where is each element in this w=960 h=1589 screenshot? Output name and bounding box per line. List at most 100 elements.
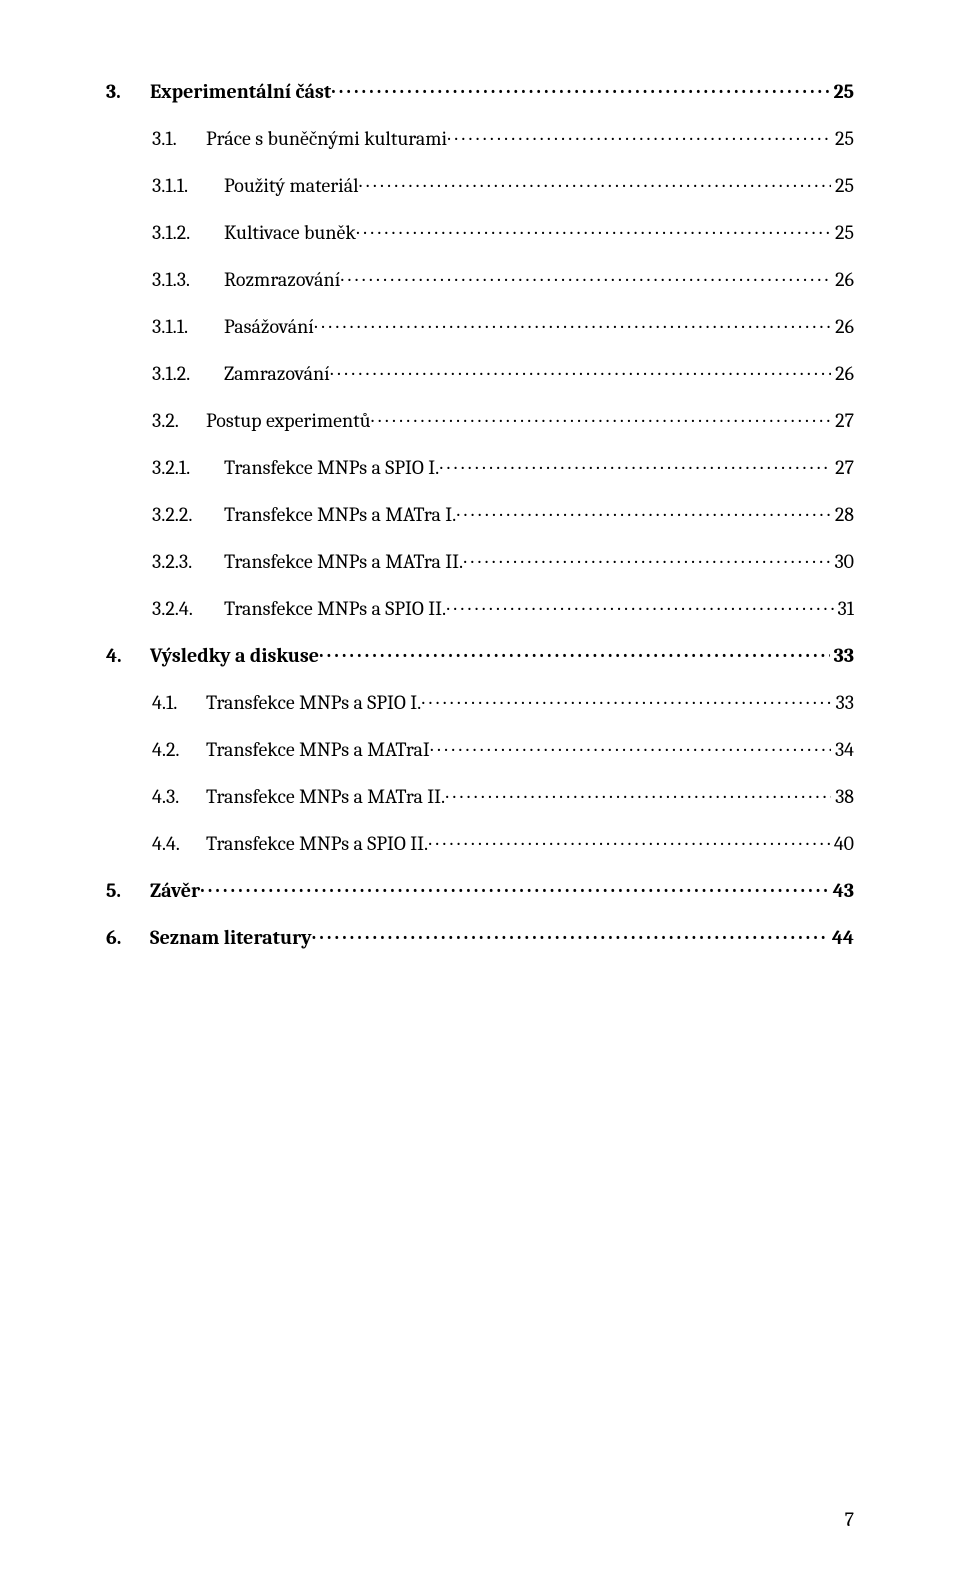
toc-entry-title: Postup experimentů: [206, 409, 371, 432]
toc-entry-number: 4.3.: [152, 785, 206, 808]
toc-entry-number: 3.2.: [152, 409, 206, 432]
toc-entry-title: Transfekce MNPs a MATra II.: [224, 550, 463, 573]
toc-entry-title: Použitý materiál: [224, 174, 359, 197]
toc-dot-leader: [456, 501, 831, 521]
toc-entry: 3.2.2.Transfekce MNPs a MATra I. 28: [106, 501, 854, 526]
toc-entry-page: 33: [832, 691, 854, 714]
toc-entry-label: 3.1.3.Rozmrazování: [152, 268, 340, 291]
toc-entry-title: Transfekce MNPs a SPIO II.: [206, 832, 428, 855]
toc-entry-title: Transfekce MNPs a MATra II.: [206, 785, 445, 808]
toc-dot-leader: [421, 689, 831, 709]
toc-entry-label: 3.1.2.Kultivace buněk: [152, 221, 356, 244]
toc-entry-number: 3.1.: [152, 127, 206, 150]
toc-entry-number: 3.1.1.: [152, 315, 224, 338]
toc-entry-number: 3.1.1.: [152, 174, 224, 197]
toc-entry-label: 4.1.Transfekce MNPs a SPIO I.: [152, 691, 421, 714]
toc-dot-leader: [200, 877, 829, 897]
toc-entry-number: 3.2.1.: [152, 456, 224, 479]
toc-entry-label: 4.3.Transfekce MNPs a MATra II.: [152, 785, 445, 808]
toc-entry-page: 26: [831, 315, 854, 338]
toc-entry-number: 4.: [106, 644, 150, 667]
toc-dot-leader: [314, 313, 831, 333]
page-number: 7: [845, 1508, 854, 1531]
toc-entry: 3.1.1.Použitý materiál 25: [106, 172, 854, 197]
toc-entry-title: Pasážování: [224, 315, 314, 338]
toc-entry: 3.1.1.Pasážování 26: [106, 313, 854, 338]
toc-dot-leader: [340, 266, 831, 286]
toc-dot-leader: [330, 360, 831, 380]
toc-entry-page: 43: [829, 879, 854, 902]
toc-entry-title: Rozmrazování: [224, 268, 340, 291]
toc-entry-title: Transfekce MNPs a SPIO I.: [206, 691, 421, 714]
toc-entry-page: 26: [831, 268, 854, 291]
toc-entry-number: 3.2.3.: [152, 550, 224, 573]
toc-entry-title: Závěr: [150, 879, 200, 902]
toc-entry-title: Kultivace buněk: [224, 221, 356, 244]
toc-entry-number: 4.4.: [152, 832, 206, 855]
toc-dot-leader: [430, 736, 831, 756]
toc-dot-leader: [428, 830, 830, 850]
toc-entry-page: 38: [831, 785, 854, 808]
table-of-contents: 3.Experimentální část 25 3.1.Práce s buněč…: [106, 78, 854, 949]
toc-entry-number: 3.1.2.: [152, 221, 224, 244]
toc-entry: 3.1.Práce s buněčnými kulturami25: [106, 125, 854, 150]
toc-entry-title: Zamrazování: [224, 362, 330, 385]
toc-entry: 4.2.Transfekce MNPs a MATraI34: [106, 736, 854, 761]
toc-dot-leader: [439, 454, 831, 474]
toc-entry-label: 6.Seznam literatury: [106, 926, 312, 949]
toc-entry: 4.3.Transfekce MNPs a MATra II. 38: [106, 783, 854, 808]
toc-dot-leader: [319, 642, 830, 662]
toc-dot-leader: [312, 924, 828, 944]
toc-entry-page: 26: [831, 362, 854, 385]
toc-entry-label: 3.1.Práce s buněčnými kulturami: [152, 127, 447, 150]
toc-dot-leader: [359, 172, 832, 192]
toc-dot-leader: [356, 219, 831, 239]
toc-entry-number: 3.2.2.: [152, 503, 224, 526]
toc-entry-title: Transfekce MNPs a SPIO II.: [224, 597, 446, 620]
toc-entry-page: 28: [831, 503, 854, 526]
toc-dot-leader: [371, 407, 832, 427]
toc-entry-label: 3.2.2.Transfekce MNPs a MATra I.: [152, 503, 456, 526]
toc-entry-number: 3.1.2.: [152, 362, 224, 385]
toc-entry-page: 25: [831, 174, 854, 197]
toc-entry-label: 3.Experimentální část: [106, 80, 331, 103]
document-page: 3.Experimentální část 25 3.1.Práce s buněč…: [0, 0, 960, 1589]
toc-entry-title: Transfekce MNPs a SPIO I.: [224, 456, 439, 479]
toc-entry-label: 3.2.Postup experimentů: [152, 409, 371, 432]
toc-entry-label: 3.2.1.Transfekce MNPs a SPIO I.: [152, 456, 439, 479]
toc-entry-title: Seznam literatury: [150, 926, 312, 949]
toc-entry-title: Experimentální část: [150, 80, 331, 103]
toc-entry-label: 5.Závěr: [106, 879, 200, 902]
toc-entry-label: 4.Výsledky a diskuse: [106, 644, 319, 667]
toc-entry-page: 27: [831, 409, 854, 432]
toc-entry: 3.2.4.Transfekce MNPs a SPIO II. 31: [106, 595, 854, 620]
toc-entry-page: 27: [831, 456, 854, 479]
toc-entry: 3.1.2.Zamrazování 26: [106, 360, 854, 385]
toc-entry-label: 3.2.3.Transfekce MNPs a MATra II.: [152, 550, 463, 573]
toc-entry: 3.2.3.Transfekce MNPs a MATra II. 30: [106, 548, 854, 573]
toc-entry: 3.2.Postup experimentů 27: [106, 407, 854, 432]
toc-entry-number: 3.: [106, 80, 150, 103]
toc-entry: 5.Závěr 43: [106, 877, 854, 902]
toc-entry: 3.1.3.Rozmrazování 26: [106, 266, 854, 291]
toc-entry-number: 3.2.4.: [152, 597, 224, 620]
toc-entry-title: Výsledky a diskuse: [150, 644, 319, 667]
toc-dot-leader: [447, 125, 831, 145]
toc-entry-page: 40: [830, 832, 854, 855]
toc-entry-page: 34: [831, 738, 854, 761]
toc-entry-title: Práce s buněčnými kulturami: [206, 127, 447, 150]
toc-entry-page: 44: [828, 926, 854, 949]
toc-dot-leader: [446, 595, 833, 615]
toc-entry: 4.1.Transfekce MNPs a SPIO I. 33: [106, 689, 854, 714]
toc-entry-label: 3.1.1.Pasážování: [152, 315, 314, 338]
toc-entry: 3.2.1.Transfekce MNPs a SPIO I. 27: [106, 454, 854, 479]
toc-entry: 3.1.2.Kultivace buněk25: [106, 219, 854, 244]
toc-entry-label: 3.1.2.Zamrazování: [152, 362, 330, 385]
toc-entry-page: 31: [834, 597, 854, 620]
toc-entry-label: 3.2.4.Transfekce MNPs a SPIO II.: [152, 597, 446, 620]
toc-entry: 4.4.Transfekce MNPs a SPIO II. 40: [106, 830, 854, 855]
toc-entry-number: 3.1.3.: [152, 268, 224, 291]
toc-entry-number: 6.: [106, 926, 150, 949]
toc-entry-label: 3.1.1.Použitý materiál: [152, 174, 359, 197]
toc-entry-page: 30: [830, 550, 854, 573]
